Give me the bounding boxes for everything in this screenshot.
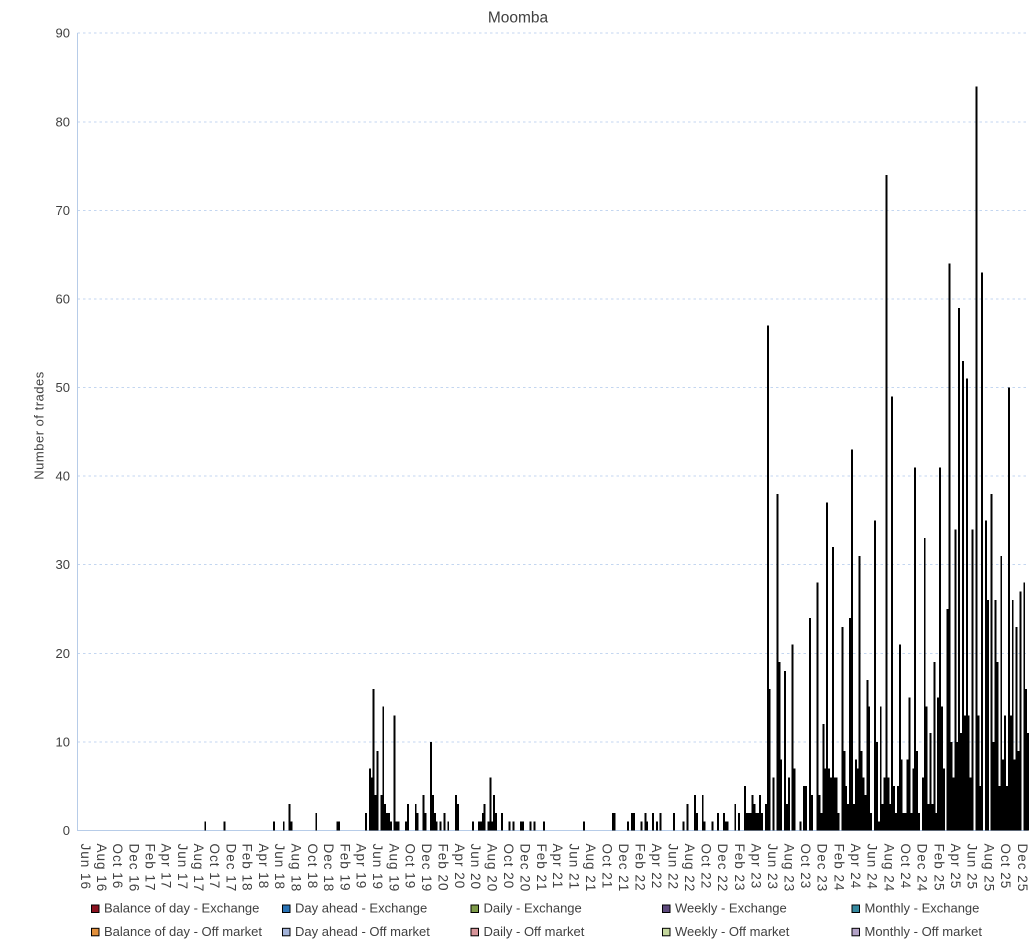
svg-text:Apr 21: Apr 21 [550, 844, 565, 890]
svg-text:Aug 17: Aug 17 [191, 844, 206, 893]
svg-text:Aug 23: Aug 23 [782, 844, 797, 893]
svg-text:Jun 20: Jun 20 [468, 844, 483, 891]
svg-text:Feb 18: Feb 18 [240, 844, 255, 892]
svg-text:Oct 21: Oct 21 [600, 844, 615, 890]
svg-text:Weekly - Exchange: Weekly - Exchange [675, 901, 787, 916]
svg-text:Jun 24: Jun 24 [865, 844, 880, 891]
svg-text:Feb 23: Feb 23 [732, 844, 747, 892]
svg-text:Aug 24: Aug 24 [881, 844, 896, 893]
svg-text:Aug 20: Aug 20 [485, 844, 500, 893]
svg-text:Day ahead - Exchange: Day ahead - Exchange [295, 901, 427, 916]
svg-text:Dec 17: Dec 17 [223, 844, 238, 893]
svg-text:Dec 18: Dec 18 [321, 844, 336, 893]
svg-text:Dec 20: Dec 20 [517, 844, 532, 893]
svg-text:50: 50 [56, 380, 70, 395]
svg-text:Monthly - Off market: Monthly - Off market [865, 924, 983, 939]
svg-text:Apr 20: Apr 20 [452, 844, 467, 890]
svg-text:60: 60 [56, 291, 70, 306]
svg-text:Dec 24: Dec 24 [915, 844, 930, 893]
svg-text:Dec 23: Dec 23 [815, 844, 830, 893]
svg-text:Feb 19: Feb 19 [337, 844, 352, 892]
svg-text:Feb 24: Feb 24 [831, 844, 846, 892]
svg-text:Daily - Off market: Daily - Off market [484, 924, 585, 939]
svg-text:Oct 22: Oct 22 [699, 844, 714, 890]
svg-text:Oct 20: Oct 20 [501, 844, 516, 890]
svg-text:Dec 21: Dec 21 [616, 844, 631, 893]
svg-text:90: 90 [56, 26, 70, 41]
svg-text:Day ahead - Off market: Day ahead - Off market [295, 924, 430, 939]
svg-text:Aug 16: Aug 16 [94, 844, 109, 893]
svg-text:Jun 25: Jun 25 [965, 844, 980, 891]
svg-text:Oct 18: Oct 18 [305, 844, 320, 890]
svg-text:Aug 21: Aug 21 [583, 844, 598, 893]
svg-text:Apr 22: Apr 22 [649, 844, 664, 890]
svg-text:Jun 16: Jun 16 [78, 844, 93, 891]
svg-text:Daily - Exchange: Daily - Exchange [484, 901, 582, 916]
svg-text:70: 70 [56, 203, 70, 218]
svg-text:Jun 17: Jun 17 [175, 844, 190, 891]
svg-text:Aug 25: Aug 25 [981, 844, 996, 893]
svg-text:10: 10 [56, 734, 70, 749]
svg-text:Oct 24: Oct 24 [898, 844, 913, 890]
svg-text:Feb 20: Feb 20 [435, 844, 450, 892]
svg-text:Apr 25: Apr 25 [948, 844, 963, 890]
svg-text:Aug 22: Aug 22 [682, 844, 697, 893]
svg-text:Weekly - Off market: Weekly - Off market [675, 924, 790, 939]
svg-text:Balance of day - Off market: Balance of day - Off market [104, 924, 262, 939]
svg-text:Number of trades: Number of trades [32, 371, 47, 479]
svg-text:Monthly - Exchange: Monthly - Exchange [865, 901, 980, 916]
svg-text:Oct 23: Oct 23 [798, 844, 813, 890]
svg-text:Jun 22: Jun 22 [666, 844, 681, 891]
svg-text:Feb 17: Feb 17 [142, 844, 157, 892]
svg-text:Jun 19: Jun 19 [370, 844, 385, 891]
svg-text:Aug 18: Aug 18 [288, 844, 303, 893]
svg-text:Apr 24: Apr 24 [848, 844, 863, 890]
svg-text:Dec 19: Dec 19 [419, 844, 434, 893]
svg-text:Apr 19: Apr 19 [354, 844, 369, 890]
svg-text:Oct 19: Oct 19 [403, 844, 418, 890]
svg-text:Jun 21: Jun 21 [567, 844, 582, 891]
svg-text:Feb 25: Feb 25 [931, 844, 946, 892]
svg-text:Apr 17: Apr 17 [159, 844, 174, 890]
svg-text:Feb 22: Feb 22 [633, 844, 648, 892]
svg-text:Jun 23: Jun 23 [765, 844, 780, 891]
svg-text:Moomba: Moomba [488, 10, 549, 27]
svg-text:Oct 25: Oct 25 [998, 844, 1013, 890]
svg-text:Dec 22: Dec 22 [715, 844, 730, 893]
svg-text:Feb 21: Feb 21 [534, 844, 549, 892]
svg-text:80: 80 [56, 114, 70, 129]
svg-text:0: 0 [63, 823, 70, 838]
svg-text:Dec 25: Dec 25 [1015, 844, 1030, 893]
svg-text:40: 40 [56, 469, 70, 484]
svg-text:30: 30 [56, 557, 70, 572]
svg-text:Apr 18: Apr 18 [256, 844, 271, 890]
svg-text:Apr 23: Apr 23 [748, 844, 763, 890]
svg-text:Aug 19: Aug 19 [386, 844, 401, 893]
svg-text:Jun 18: Jun 18 [272, 844, 287, 891]
svg-text:20: 20 [56, 646, 70, 661]
svg-text:Oct 17: Oct 17 [207, 844, 222, 890]
svg-text:Dec 16: Dec 16 [126, 844, 141, 893]
svg-text:Balance of day - Exchange: Balance of day - Exchange [104, 901, 259, 916]
svg-text:Oct 16: Oct 16 [110, 844, 125, 890]
